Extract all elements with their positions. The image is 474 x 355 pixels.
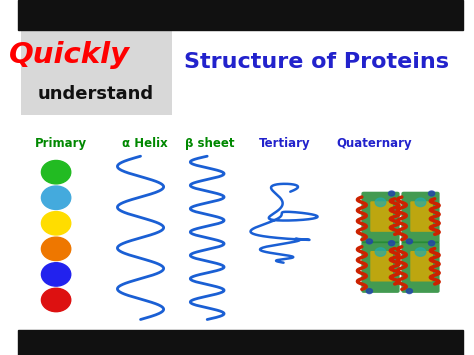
Bar [18, 0, 463, 30]
Circle shape [41, 263, 71, 286]
Circle shape [415, 198, 426, 207]
FancyBboxPatch shape [410, 201, 433, 232]
Circle shape [428, 241, 435, 246]
Text: α Helix: α Helix [122, 137, 168, 150]
FancyBboxPatch shape [401, 192, 439, 243]
FancyBboxPatch shape [361, 192, 400, 243]
Circle shape [366, 239, 373, 244]
FancyBboxPatch shape [370, 251, 393, 282]
Circle shape [389, 191, 395, 196]
FancyBboxPatch shape [410, 251, 433, 282]
Circle shape [428, 191, 435, 196]
Circle shape [41, 288, 71, 312]
FancyBboxPatch shape [20, 28, 172, 115]
Bar [18, 330, 463, 355]
Circle shape [41, 237, 71, 261]
FancyBboxPatch shape [370, 201, 393, 232]
Circle shape [389, 241, 395, 246]
Text: β sheet: β sheet [185, 137, 234, 150]
Text: Tertiary: Tertiary [259, 137, 311, 150]
Text: Quickly: Quickly [9, 41, 130, 69]
Circle shape [41, 212, 71, 235]
Text: Structure of Proteins: Structure of Proteins [183, 52, 448, 72]
Circle shape [375, 248, 386, 256]
Text: Quaternary: Quaternary [336, 137, 411, 150]
Circle shape [41, 186, 71, 209]
Text: Primary: Primary [35, 137, 87, 150]
FancyBboxPatch shape [401, 241, 439, 293]
Circle shape [415, 248, 426, 256]
Circle shape [41, 160, 71, 184]
Text: understand: understand [38, 85, 154, 103]
Circle shape [406, 239, 412, 244]
Circle shape [366, 289, 373, 294]
Circle shape [406, 289, 412, 294]
FancyBboxPatch shape [361, 241, 400, 293]
Circle shape [375, 198, 386, 207]
